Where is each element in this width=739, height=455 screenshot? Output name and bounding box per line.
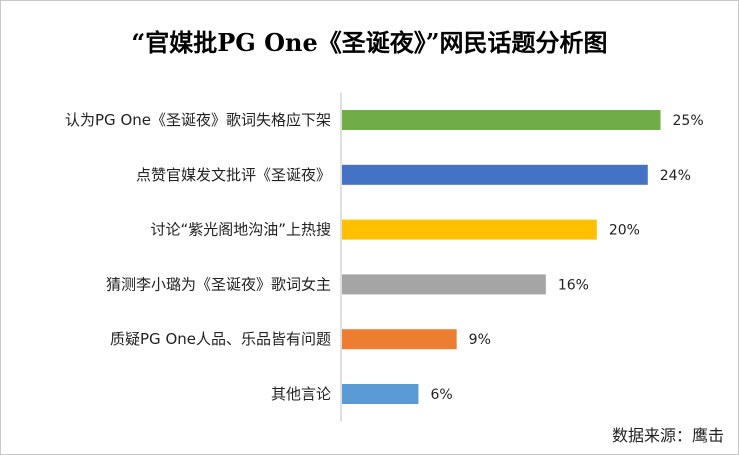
category-label: 讨论“紫光阁地沟油”上热搜 bbox=[150, 221, 331, 239]
bar bbox=[342, 329, 457, 350]
data-label: 20% bbox=[609, 223, 640, 239]
source-note: 数据来源：鹰击 bbox=[611, 426, 724, 445]
data-label: 25% bbox=[673, 113, 704, 129]
category-label: 猜测李小璐为《圣诞夜》歌词女主 bbox=[106, 275, 331, 293]
bar bbox=[342, 274, 546, 295]
category-label: 其他言论 bbox=[271, 385, 331, 403]
data-label: 6% bbox=[430, 387, 452, 403]
category-label: 认为PG One《圣诞夜》歌词失格应下架 bbox=[65, 111, 331, 129]
bar bbox=[342, 164, 648, 185]
category-label: 点赞官媒发文批评《圣诞夜》 bbox=[136, 166, 331, 184]
bar bbox=[342, 219, 597, 240]
bar bbox=[342, 384, 419, 404]
data-label: 16% bbox=[558, 277, 589, 293]
data-label: 24% bbox=[660, 168, 691, 184]
bar bbox=[342, 110, 661, 130]
category-label: 质疑PG One人品、乐品皆有问题 bbox=[110, 330, 331, 348]
data-label: 9% bbox=[469, 332, 491, 348]
chart-title: “官媒批PG One《圣诞夜》”网民话题分析图 bbox=[131, 28, 608, 57]
